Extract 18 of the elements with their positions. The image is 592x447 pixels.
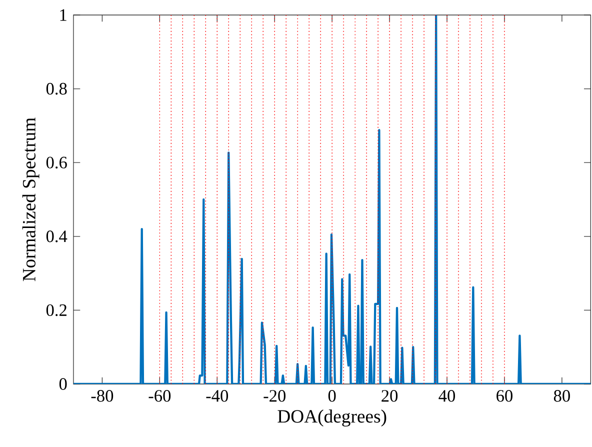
x-tick-label: 40 (438, 390, 456, 402)
x-tick-label: -80 (91, 390, 114, 402)
y-tick-label: 0.6 (46, 156, 67, 168)
x-tick-label: -20 (264, 390, 286, 402)
x-tick-label: -60 (148, 390, 171, 402)
x-tick-label: 0 (328, 390, 336, 402)
y-tick-label: 0 (59, 378, 67, 390)
x-axis-title: DOA(degrees) (278, 410, 386, 427)
line-series (73, 15, 591, 384)
y-tick-label: 0.4 (46, 230, 68, 242)
x-tick-label: 60 (496, 390, 512, 402)
x-tick-label: -40 (206, 390, 228, 402)
x-tick-label: 80 (554, 390, 570, 402)
y-tick-label: 0.8 (46, 82, 67, 95)
x-tick-label: 20 (382, 390, 398, 402)
y-axis-title: Normalized Spectrum (22, 118, 40, 282)
y-tick-label: 1 (60, 9, 66, 21)
y-tick-label: 0.2 (46, 304, 66, 316)
